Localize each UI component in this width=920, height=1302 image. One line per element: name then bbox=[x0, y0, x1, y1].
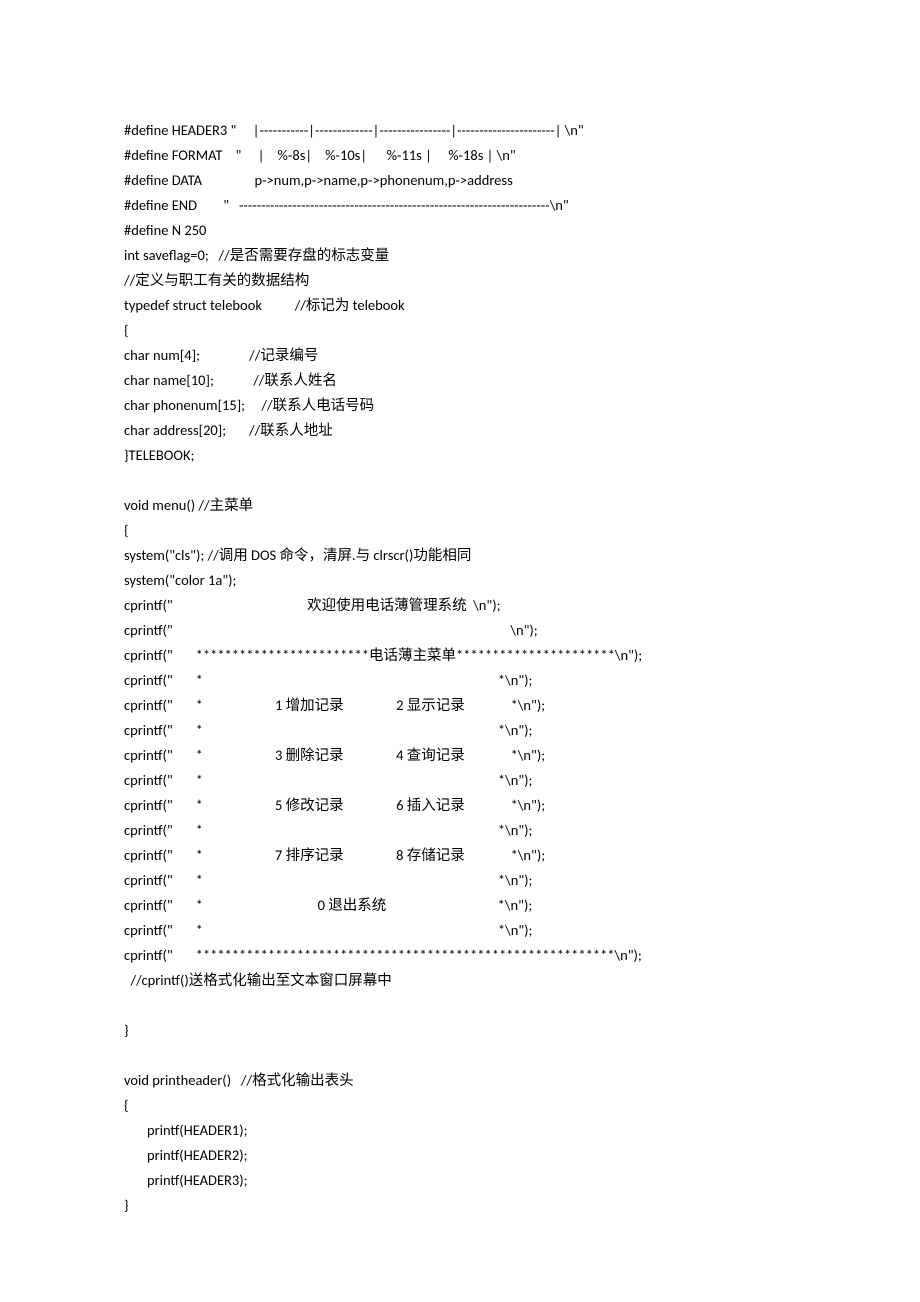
code-line: #define HEADER3 " |-----------|---------… bbox=[124, 118, 796, 143]
code-line: int saveflag=0; //是否需要存盘的标志变量 bbox=[124, 243, 796, 268]
blank-line bbox=[124, 1043, 796, 1068]
code-line: typedef struct telebook //标记为 telebook bbox=[124, 293, 796, 318]
code-line: cprintf(" * 1 增加记录 2 显示记录 *\n"); bbox=[124, 693, 796, 718]
code-line: { bbox=[124, 318, 796, 343]
code-line: cprintf(" * *\n"); bbox=[124, 768, 796, 793]
code-line: cprintf(" * *\n"); bbox=[124, 668, 796, 693]
code-line: printf(HEADER1); bbox=[124, 1118, 796, 1143]
code-line: char name[10]; //联系人姓名 bbox=[124, 368, 796, 393]
code-line: cprintf(" ******************************… bbox=[124, 943, 796, 968]
code-line: cprintf(" * *\n"); bbox=[124, 868, 796, 893]
code-line: #define END " --------------------------… bbox=[124, 193, 796, 218]
code-line: #define N 250 bbox=[124, 218, 796, 243]
code-line: cprintf(" 欢迎使用电话薄管理系统 \n"); bbox=[124, 593, 796, 618]
code-line: cprintf(" * *\n"); bbox=[124, 918, 796, 943]
code-line: void menu() //主菜单 bbox=[124, 493, 796, 518]
code-line: { bbox=[124, 1093, 796, 1118]
code-line: cprintf(" \n"); bbox=[124, 618, 796, 643]
code-line: cprintf(" * 0 退出系统 *\n"); bbox=[124, 893, 796, 918]
blank-line bbox=[124, 468, 796, 493]
code-line: //定义与职工有关的数据结构 bbox=[124, 268, 796, 293]
code-line: system("cls"); //调用 DOS 命令，清屏.与 clrscr()… bbox=[124, 543, 796, 568]
code-line: cprintf(" * 3 删除记录 4 查询记录 *\n"); bbox=[124, 743, 796, 768]
code-line: printf(HEADER3); bbox=[124, 1168, 796, 1193]
code-line: char phonenum[15]; //联系人电话号码 bbox=[124, 393, 796, 418]
code-line: void printheader() //格式化输出表头 bbox=[124, 1068, 796, 1093]
code-line: } bbox=[124, 1193, 796, 1218]
code-line: //cprintf()送格式化输出至文本窗口屏幕中 bbox=[124, 968, 796, 993]
code-line: #define FORMAT " | %-8s| %-10s| %-11s | … bbox=[124, 143, 796, 168]
code-line: cprintf(" ************************电话薄主菜单… bbox=[124, 643, 796, 668]
blank-line bbox=[124, 993, 796, 1018]
code-line: #define DATA p->num,p->name,p->phonenum,… bbox=[124, 168, 796, 193]
code-line: cprintf(" * *\n"); bbox=[124, 818, 796, 843]
document-page: #define HEADER3 " |-----------|---------… bbox=[0, 0, 920, 1278]
code-line: { bbox=[124, 518, 796, 543]
code-line: cprintf(" * 5 修改记录 6 插入记录 *\n"); bbox=[124, 793, 796, 818]
code-line: system("color 1a"); bbox=[124, 568, 796, 593]
code-line: }TELEBOOK; bbox=[124, 443, 796, 468]
code-line: } bbox=[124, 1018, 796, 1043]
code-line: printf(HEADER2); bbox=[124, 1143, 796, 1168]
code-line: cprintf(" * 7 排序记录 8 存储记录 *\n"); bbox=[124, 843, 796, 868]
code-line: char address[20]; //联系人地址 bbox=[124, 418, 796, 443]
code-line: cprintf(" * *\n"); bbox=[124, 718, 796, 743]
code-line: char num[4]; //记录编号 bbox=[124, 343, 796, 368]
